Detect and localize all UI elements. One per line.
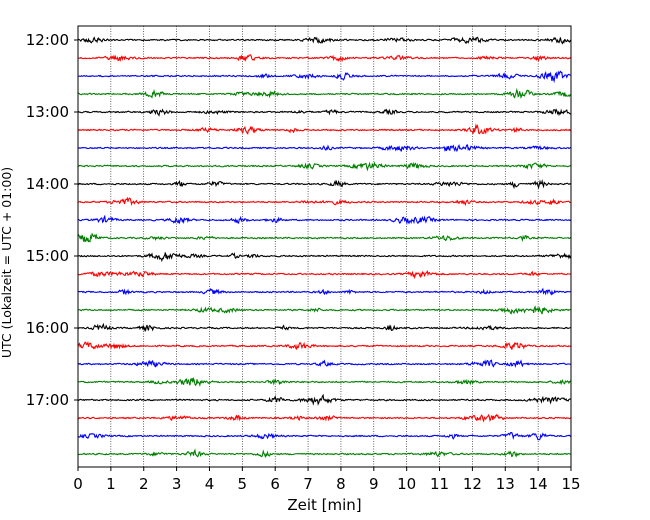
y-tick-label: 17:00 bbox=[26, 391, 69, 409]
y-tick-label: 16:00 bbox=[26, 319, 69, 337]
x-tick-label: 11 bbox=[430, 475, 449, 493]
trace-1300 bbox=[77, 108, 572, 117]
trace-1345 bbox=[77, 161, 572, 172]
trace-1315 bbox=[77, 123, 572, 135]
grid-lines bbox=[110, 26, 539, 467]
trace-1745 bbox=[77, 448, 572, 459]
y-tick-label: 14:00 bbox=[26, 175, 69, 193]
x-tick-label: 1 bbox=[106, 475, 116, 493]
x-tick-label: 2 bbox=[139, 475, 149, 493]
trace-1700 bbox=[77, 393, 572, 406]
trace-1600 bbox=[77, 322, 572, 333]
trace-1430 bbox=[77, 214, 572, 225]
x-axis: 0 1 2 3 4 5 6 7 8 9 10 11 12 13 14 15 bbox=[73, 467, 581, 493]
y-tick-label: 12:00 bbox=[26, 31, 69, 49]
trace-1530 bbox=[77, 287, 572, 296]
trace-1330 bbox=[77, 144, 572, 153]
x-tick-label: 8 bbox=[336, 475, 346, 493]
trace-1500 bbox=[77, 252, 572, 263]
x-axis-label: Zeit [min] bbox=[287, 496, 361, 514]
trace-1200 bbox=[77, 36, 572, 45]
trace-1515 bbox=[77, 270, 572, 280]
x-tick-label: 10 bbox=[397, 475, 416, 493]
trace-1400 bbox=[77, 179, 572, 190]
x-tick-label: 7 bbox=[303, 475, 313, 493]
x-tick-label: 13 bbox=[496, 475, 515, 493]
x-tick-label: 6 bbox=[270, 475, 280, 493]
trace-1730 bbox=[77, 432, 572, 441]
x-tick-label: 3 bbox=[172, 475, 182, 493]
seismic-traces bbox=[77, 36, 572, 459]
x-tick-label: 12 bbox=[463, 475, 482, 493]
trace-1715 bbox=[77, 413, 572, 423]
x-tick-label: 15 bbox=[561, 475, 580, 493]
trace-1645 bbox=[77, 376, 572, 387]
trace-1545 bbox=[77, 305, 572, 315]
trace-1215 bbox=[77, 54, 572, 63]
x-tick-label: 0 bbox=[73, 475, 83, 493]
x-tick-label: 9 bbox=[369, 475, 379, 493]
trace-1245 bbox=[77, 87, 572, 100]
trace-1415 bbox=[77, 196, 572, 207]
trace-1445 bbox=[77, 232, 572, 243]
y-tick-label: 15:00 bbox=[26, 247, 69, 265]
x-tick-label: 4 bbox=[205, 475, 215, 493]
trace-1230 bbox=[77, 70, 572, 84]
x-tick-label: 14 bbox=[529, 475, 548, 493]
trace-1615 bbox=[77, 340, 572, 351]
y-axis: 12:00 13:00 14:00 15:00 16:00 17:00 bbox=[26, 31, 78, 409]
y-axis-label: UTC (Lokalzeit = UTC + 01:00) bbox=[0, 167, 14, 358]
trace-1630 bbox=[77, 359, 572, 368]
y-tick-label: 13:00 bbox=[26, 103, 69, 121]
x-tick-label: 5 bbox=[238, 475, 248, 493]
plot-frame bbox=[77, 25, 572, 468]
